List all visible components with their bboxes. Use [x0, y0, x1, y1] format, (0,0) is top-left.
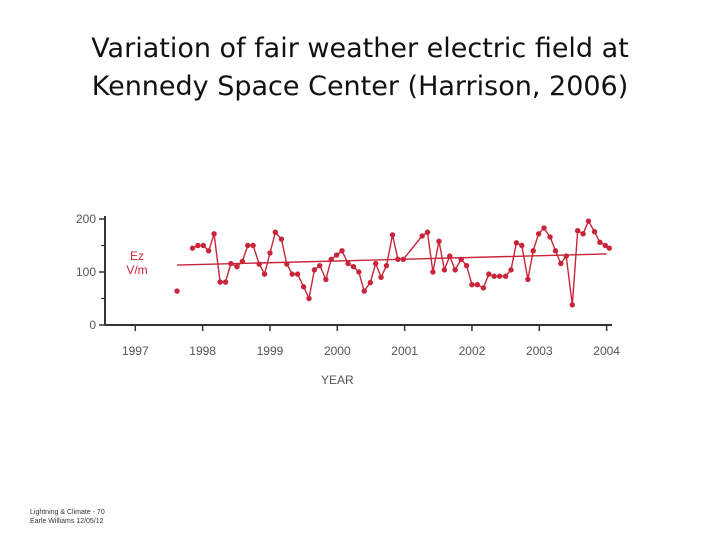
y-axis-label-line-1: Ez: [130, 249, 144, 263]
data-point: [383, 262, 390, 269]
data-point: [469, 282, 475, 288]
data-point: [211, 231, 217, 237]
data-point: [272, 229, 279, 235]
data-point: [317, 262, 323, 269]
slide-title-line-2: Kennedy Space Center (Harrison, 2006): [91, 71, 629, 102]
data-point: [350, 264, 357, 270]
data-point: [463, 262, 470, 269]
data-point: [563, 253, 569, 259]
data-point: [419, 233, 425, 239]
data-point: [367, 279, 373, 286]
data-point: [558, 260, 564, 267]
data-point: [591, 229, 598, 235]
x-tick-label: 1997: [122, 344, 149, 358]
x-tick-label: 2001: [391, 344, 418, 358]
data-point: [356, 269, 362, 275]
data-point: [491, 273, 497, 279]
data-point: [547, 234, 553, 240]
data-point: [597, 239, 603, 246]
y-axis-label-line-2: V/m: [126, 263, 147, 277]
data-point: [447, 253, 453, 259]
data-point: [200, 242, 207, 249]
data-point: [496, 273, 503, 279]
data-point: [333, 252, 340, 258]
data-point: [372, 260, 379, 267]
data-point: [530, 248, 536, 254]
data-point: [452, 267, 458, 273]
data-point: [345, 260, 351, 267]
data-point: [458, 256, 464, 262]
data-point: [278, 236, 285, 242]
data-point: [585, 218, 592, 224]
data-point: [228, 260, 234, 267]
data-point: [205, 248, 212, 254]
data-point: [311, 267, 318, 273]
data-point: [261, 271, 268, 277]
data-point: [441, 267, 448, 273]
slide-title: Variation of fair weather electric field…: [0, 30, 720, 106]
data-point: [378, 274, 384, 280]
data-point: [580, 231, 586, 237]
trend-line: [177, 253, 607, 266]
data-point: [300, 284, 307, 290]
data-point: [569, 302, 575, 308]
data-point: [430, 269, 436, 275]
data-point: [486, 271, 492, 277]
data-point: [294, 271, 301, 277]
data-point: [519, 242, 525, 249]
data-point: [395, 256, 401, 262]
data-point: [574, 227, 581, 234]
data-point: [389, 232, 396, 238]
data-point: [606, 245, 613, 251]
data-point: [400, 256, 406, 262]
data-point: [541, 225, 547, 231]
data-point: [195, 242, 201, 249]
data-point: [234, 264, 240, 270]
x-tick-label: 2004: [593, 344, 620, 358]
slide-title-line-1: Variation of fair weather electric field…: [91, 33, 629, 64]
data-point: [245, 242, 251, 249]
data-point: [284, 261, 290, 267]
data-point: [339, 248, 345, 254]
data-point: [189, 245, 196, 251]
data-point: [239, 258, 246, 265]
data-point: [535, 231, 542, 237]
data-point: [306, 295, 312, 302]
x-tick-label: 2002: [459, 344, 486, 358]
footer-line-1: Lightning & Climate - 70: [30, 509, 105, 516]
data-point: [328, 256, 334, 262]
y-tick-label: 200: [76, 212, 96, 226]
data-point: [256, 261, 262, 267]
footer: Lightning & Climate - 70 Earle Williams …: [30, 508, 105, 526]
y-tick-label: 100: [76, 265, 96, 279]
data-point: [289, 271, 295, 277]
y-tick-label: 0: [89, 318, 96, 332]
data-point: [424, 229, 431, 235]
footer-line-2: Earle Williams 12/05/12: [30, 518, 104, 525]
data-point: [474, 282, 481, 288]
data-point: [513, 240, 520, 246]
data-point: [174, 288, 180, 294]
data-point: [222, 279, 229, 285]
data-point: [267, 250, 273, 256]
electric-field-chart: 0 100 200 1997 1998 1999 2000 2001 2002 2003 2004 Y…: [76, 212, 620, 387]
data-point: [480, 285, 487, 291]
data-point: [436, 238, 442, 244]
data-point: [323, 276, 329, 283]
data-point: [602, 242, 608, 249]
data-point: [361, 288, 367, 294]
data-point: [250, 242, 256, 249]
data-point: [525, 276, 531, 283]
data-point: [502, 273, 509, 279]
x-tick-label: 1998: [189, 344, 216, 358]
data-point: [217, 279, 223, 285]
x-tick-label: 2003: [526, 344, 553, 358]
x-axis-label: YEAR: [321, 373, 354, 387]
data-point: [552, 248, 559, 254]
x-tick-label: 1999: [257, 344, 284, 358]
x-tick-label: 2000: [324, 344, 351, 358]
data-point: [508, 267, 514, 273]
